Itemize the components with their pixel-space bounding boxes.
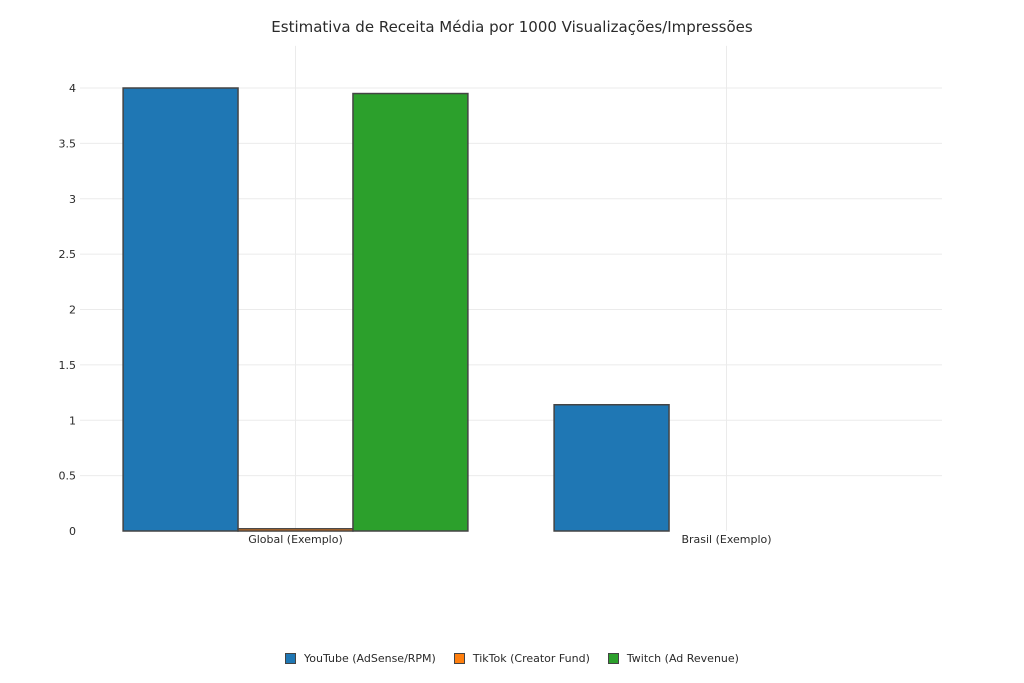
bars [122, 87, 670, 532]
legend: YouTube (AdSense/RPM) TikTok (Creator Fu… [0, 652, 1024, 665]
bar-twitch-0[interactable] [352, 92, 469, 532]
legend-label-tiktok: TikTok (Creator Fund) [472, 652, 590, 665]
y-tick-label: 2 [69, 304, 76, 317]
x-tick-labels: Global (Exemplo) Brasil (Exemplo) [248, 533, 771, 546]
legend-label-youtube: YouTube (AdSense/RPM) [304, 652, 436, 665]
y-tick-labels: 0 0.5 1 1.5 2 2.5 3 3.5 4 [59, 82, 77, 538]
bar-youtube-0[interactable] [122, 87, 239, 532]
chart-title: Estimativa de Receita Média por 1000 Vis… [271, 18, 753, 36]
legend-item-twitch[interactable]: Twitch (Ad Revenue) [607, 652, 739, 665]
legend-swatch-tiktok [453, 653, 465, 664]
bar-youtube-1[interactable] [553, 403, 670, 532]
y-tick-label: 3 [69, 193, 76, 206]
y-tick-label: 1.5 [59, 359, 77, 372]
grid-lines [80, 45, 942, 531]
y-tick-label: 3.5 [59, 137, 77, 150]
y-tick-label: 0.5 [59, 470, 77, 483]
y-tick-label: 1 [69, 414, 76, 427]
x-tick-label: Brasil (Exemplo) [681, 533, 771, 546]
x-tick-label: Global (Exemplo) [248, 533, 343, 546]
y-tick-label: 2.5 [59, 248, 77, 261]
bar-tiktok-0[interactable] [237, 528, 354, 532]
y-tick-label: 4 [69, 82, 76, 95]
legend-swatch-twitch [607, 653, 619, 664]
legend-item-youtube[interactable]: YouTube (AdSense/RPM) [285, 652, 436, 665]
y-tick-label: 0 [69, 525, 76, 538]
legend-swatch-youtube [285, 653, 297, 664]
legend-label-twitch: Twitch (Ad Revenue) [626, 652, 739, 665]
legend-item-tiktok[interactable]: TikTok (Creator Fund) [453, 652, 590, 665]
